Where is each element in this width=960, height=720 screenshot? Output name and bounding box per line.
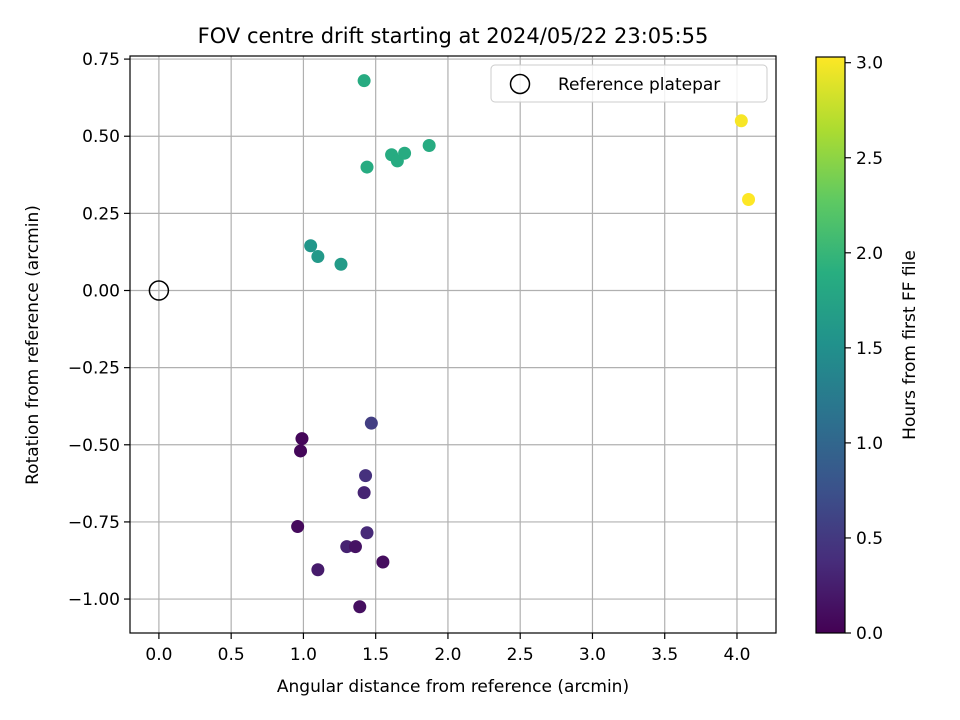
colorbar-tick-label: 3.0 <box>856 54 883 74</box>
x-tick-label: 0.0 <box>145 645 172 665</box>
x-tick-label: 0.5 <box>218 645 245 665</box>
colorbar-ticks: 0.0 0.5 1.0 1.5 2.0 2.5 3.0 <box>845 54 883 644</box>
data-point <box>294 444 308 458</box>
data-point <box>311 563 325 577</box>
y-tick-label: 0.50 <box>82 127 120 147</box>
colorbar-tick-label: 2.5 <box>856 149 883 169</box>
colorbar <box>815 56 846 634</box>
data-point <box>295 432 309 446</box>
data-point <box>376 555 390 569</box>
x-axis-label: Angular distance from reference (arcmin) <box>277 677 629 697</box>
data-point <box>353 600 367 614</box>
data-point <box>360 526 374 540</box>
colorbar-tick-label: 0.5 <box>856 529 883 549</box>
legend-entry-reference: Reference platepar <box>558 75 720 95</box>
legend-box <box>490 64 768 103</box>
x-tick-label: 2.5 <box>507 645 534 665</box>
data-points <box>291 74 756 614</box>
colorbar-label: Hours from first FF file <box>900 250 920 440</box>
x-tick-label: 2.0 <box>434 645 461 665</box>
x-tick-label: 1.0 <box>290 645 317 665</box>
colorbar-tick-label: 2.0 <box>856 244 883 264</box>
x-tick-label: 4.0 <box>723 645 750 665</box>
legend-marker-icon <box>509 73 531 95</box>
x-tick-label: 3.5 <box>651 645 678 665</box>
colorbar-tick-label: 1.5 <box>856 339 883 359</box>
data-point <box>422 138 436 152</box>
data-point <box>742 192 756 206</box>
data-point <box>360 160 374 174</box>
data-point <box>364 416 378 430</box>
y-tick-label: 0.00 <box>82 282 120 302</box>
reference-point <box>148 280 170 301</box>
x-axis-ticks: 0.0 0.5 1.0 1.5 2.0 2.5 3.0 3.5 4.0 <box>145 633 751 665</box>
grid-lines <box>130 56 776 633</box>
data-point <box>734 114 748 128</box>
data-point <box>291 520 305 534</box>
y-tick-label: −0.50 <box>68 436 120 456</box>
chart-title: FOV centre drift starting at 2024/05/22 … <box>198 24 709 48</box>
data-point <box>334 257 348 271</box>
legend: Reference platepar <box>490 64 768 103</box>
y-tick-label: 0.25 <box>82 204 120 224</box>
x-tick-label: 1.5 <box>362 645 389 665</box>
data-point <box>348 540 362 554</box>
y-tick-label: 0.75 <box>82 50 120 70</box>
data-point <box>359 469 373 483</box>
data-point <box>398 146 412 160</box>
x-tick-label: 3.0 <box>579 645 606 665</box>
colorbar-tick-label: 1.0 <box>856 434 883 454</box>
y-axis-ticks: 0.75 0.50 0.25 0.00 −0.25 −0.50 −0.75 −1.00 <box>68 50 130 610</box>
plot-frame <box>129 55 777 634</box>
y-tick-label: −0.75 <box>68 513 120 533</box>
data-point <box>357 74 371 88</box>
y-tick-label: −0.25 <box>68 359 120 379</box>
colorbar-tick-label: 0.0 <box>856 624 883 644</box>
data-point <box>304 239 318 253</box>
y-axis-label: Rotation from reference (arcmin) <box>23 205 43 485</box>
data-point <box>357 486 371 500</box>
data-point <box>311 250 325 264</box>
y-tick-label: −1.00 <box>68 590 120 610</box>
